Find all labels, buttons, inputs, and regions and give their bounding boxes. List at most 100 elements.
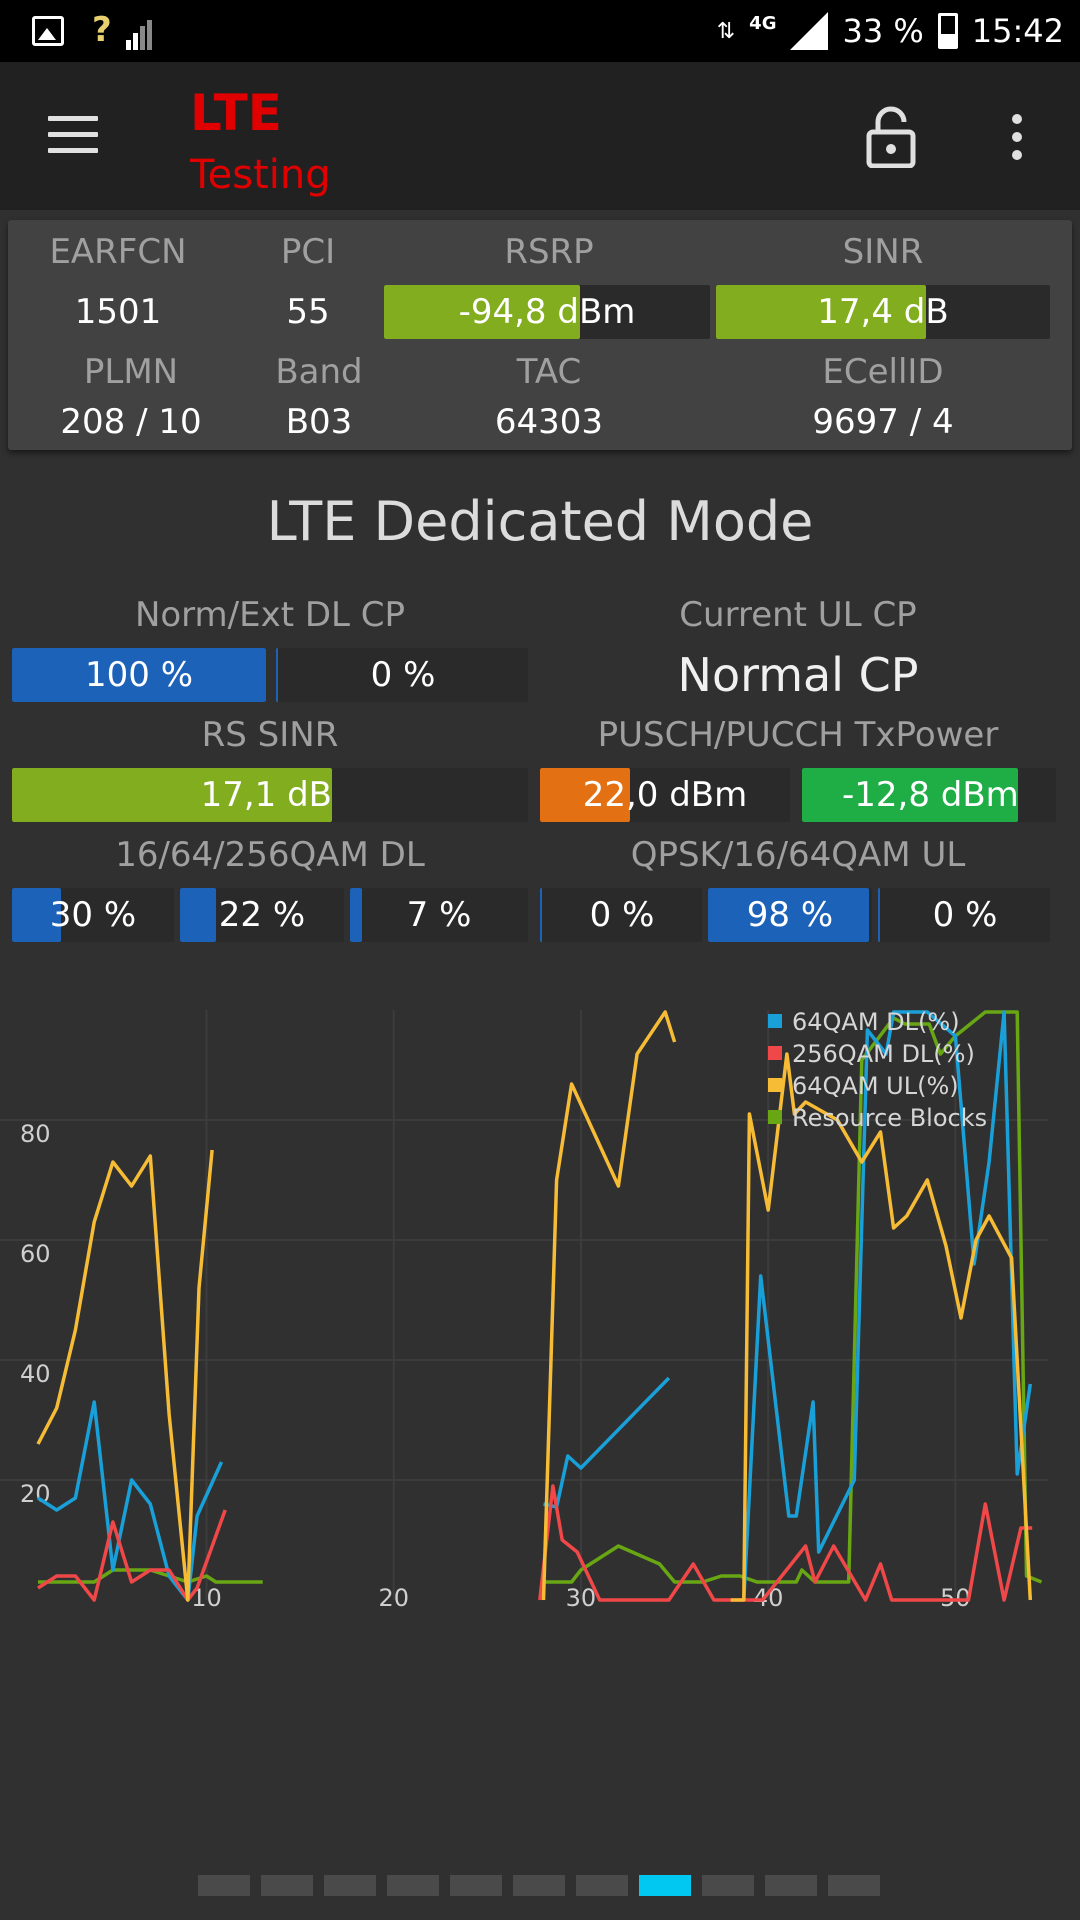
cp-dl-label: Norm/Ext DL CP: [134, 595, 406, 635]
qam256-dl-value: 7 %: [406, 895, 472, 935]
rs-sinr-bar: 17,1 dB: [12, 768, 528, 822]
qam16-dl-bar: 30 %: [12, 888, 174, 942]
sim-signal-icon: ?: [92, 10, 152, 50]
legend-entry: 256QAM DL(%): [792, 1040, 975, 1068]
tac-value: 64303: [494, 402, 604, 442]
page-dot[interactable]: [765, 1875, 817, 1896]
txpower-label: PUSCH/PUCCH TxPower: [597, 715, 999, 755]
x-tick-label: 50: [940, 1584, 971, 1612]
page-dot[interactable]: [387, 1875, 439, 1896]
cp-dl-normal-bar: 100 %: [12, 648, 266, 702]
cp-dl-extended-bar: 0 %: [276, 648, 528, 702]
qpsk-ul-bar: 0 %: [540, 888, 702, 942]
sinr-label: SINR: [842, 232, 924, 272]
cp-dl-extended-value: 0 %: [370, 655, 436, 695]
x-tick-label: 20: [378, 1584, 409, 1612]
page-dot[interactable]: [198, 1875, 250, 1896]
pci-label: PCI: [280, 232, 336, 272]
series-line-0: [543, 1376, 671, 1509]
status-bar: ? ⇅ 4G 33 % 15:42: [0, 0, 1080, 62]
band-value: B03: [285, 402, 353, 442]
page-dot[interactable]: [702, 1875, 754, 1896]
series-line-2: [730, 1052, 1033, 1602]
rs-sinr-label: RS SINR: [201, 715, 339, 755]
x-tick-label: 40: [753, 1584, 784, 1612]
y-tick-label: 60: [20, 1240, 51, 1268]
series-line-0: [742, 1010, 1033, 1601]
menu-icon[interactable]: [48, 116, 98, 154]
series-line-1: [538, 1484, 1033, 1602]
page-dot[interactable]: [828, 1875, 880, 1896]
legend-swatch: [768, 1014, 782, 1028]
qam64-ul-value: 0 %: [932, 895, 998, 935]
earfcn-label: EARFCN: [49, 232, 187, 272]
qam64-dl-bar: 22 %: [180, 888, 344, 942]
cell-signal-icon: [790, 12, 829, 50]
signal-bars-icon: [125, 20, 152, 50]
image-notification-icon: [32, 16, 64, 46]
rsrp-label: RSRP: [504, 232, 594, 272]
series-line-0: [37, 1400, 224, 1602]
qam256-dl-bar: 7 %: [350, 888, 528, 942]
y-tick-label: 40: [20, 1360, 51, 1388]
pci-value: 55: [286, 292, 330, 332]
mode-title: LTE Dedicated Mode: [266, 490, 814, 553]
qam64-ul-bar: 0 %: [878, 888, 1050, 942]
rsrp-value: -94,8 dBm: [458, 292, 636, 332]
app-toolbar: LTE Testing: [0, 62, 1080, 210]
y-tick-label: 80: [20, 1120, 51, 1148]
page-indicator: [198, 1875, 880, 1896]
rsrp-bar: -94,8 dBm: [384, 285, 710, 339]
app-title: LTE: [190, 84, 282, 142]
plmn-value: 208 / 10: [60, 402, 202, 442]
cp-ul-value: Normal CP: [677, 648, 919, 702]
x-tick-label: 30: [566, 1584, 597, 1612]
legend-entry: 64QAM UL(%): [792, 1072, 959, 1100]
page-dot[interactable]: [324, 1875, 376, 1896]
series-line-3: [543, 1010, 1043, 1584]
pucch-power-value: -12,8 dBm: [842, 775, 1019, 815]
pusch-power-bar: 22,0 dBm: [540, 768, 790, 822]
series-line-2: [36, 1149, 214, 1602]
qam16-ul-value: 98 %: [746, 895, 834, 935]
legend-swatch: [768, 1046, 782, 1060]
tac-label: TAC: [516, 352, 582, 392]
pusch-power-value: 22,0 dBm: [582, 775, 748, 815]
battery-icon: [937, 13, 958, 49]
earfcn-value: 1501: [74, 292, 162, 332]
clock: 15:42: [971, 12, 1064, 50]
sim-signal-label: ?: [92, 10, 112, 50]
ecellid-label: ECellID: [822, 352, 944, 392]
overflow-menu-icon[interactable]: [1005, 114, 1029, 162]
legend-entry: 64QAM DL(%): [792, 1008, 960, 1036]
rs-sinr-value: 17,1 dB: [200, 775, 332, 815]
qam-dl-label: 16/64/256QAM DL: [115, 835, 425, 875]
cp-dl-normal-value: 100 %: [84, 655, 193, 695]
page-dot[interactable]: [639, 1875, 691, 1896]
battery-percent: 33 %: [842, 12, 924, 50]
cp-ul-label: Current UL CP: [679, 595, 917, 635]
app-subtitle: Testing: [190, 152, 331, 198]
page-dot[interactable]: [261, 1875, 313, 1896]
band-label: Band: [275, 352, 363, 392]
lock-open-icon[interactable]: [866, 106, 916, 168]
ecellid-value: 9697 / 4: [812, 402, 954, 442]
qpsk-ul-value: 0 %: [589, 895, 655, 935]
sinr-value: 17,4 dB: [817, 292, 949, 332]
sinr-bar: 17,4 dB: [716, 285, 1050, 339]
page-dot[interactable]: [450, 1875, 502, 1896]
data-arrows-icon: ⇅: [716, 18, 736, 44]
series-line-1: [37, 1509, 227, 1602]
network-type: 4G: [749, 12, 777, 34]
legend-entry: Resource Blocks: [792, 1104, 987, 1132]
legend-swatch: [768, 1110, 782, 1124]
page-dot[interactable]: [513, 1875, 565, 1896]
plmn-label: PLMN: [83, 352, 179, 392]
qam64-dl-value: 22 %: [218, 895, 306, 935]
pucch-power-bar: -12,8 dBm: [802, 768, 1056, 822]
series-line-2: [541, 1010, 677, 1601]
cell-info-card: EARFCN PCI RSRP SINR 1501 55 -94,8 dBm 1…: [8, 220, 1072, 450]
qam16-dl-value: 30 %: [49, 895, 137, 935]
page-dot[interactable]: [576, 1875, 628, 1896]
